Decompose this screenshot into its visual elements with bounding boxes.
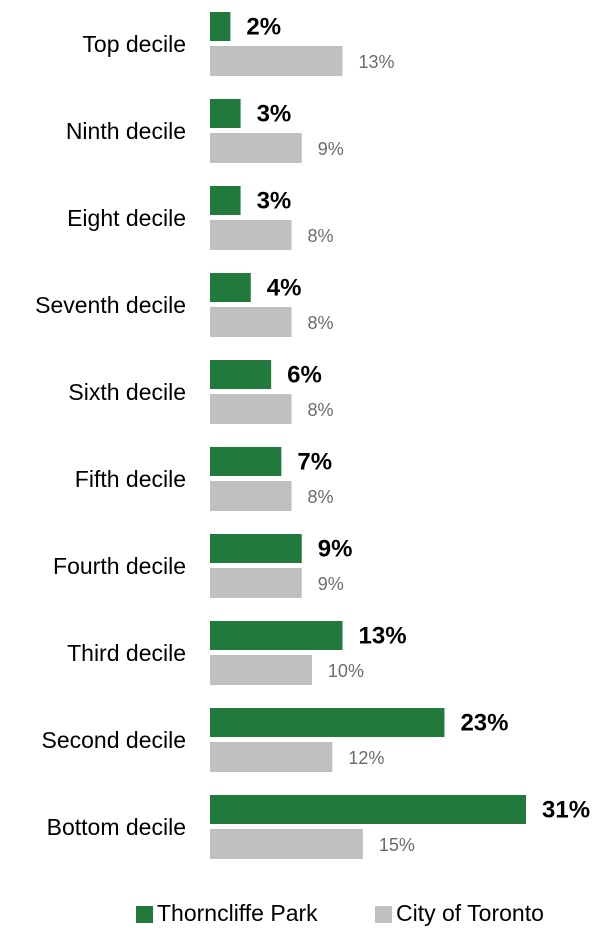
data-label-city-of-toronto: 13% bbox=[359, 52, 395, 72]
data-label-thorncliffe-park: 3% bbox=[257, 187, 292, 214]
category-label: Third decile bbox=[67, 640, 186, 666]
data-label-thorncliffe-park: 23% bbox=[460, 709, 508, 736]
data-label-thorncliffe-park: 9% bbox=[318, 535, 353, 562]
category-labels: Top decile Ninth decile Eight decile Sevent… bbox=[35, 31, 186, 840]
data-label-thorncliffe-park: 3% bbox=[257, 100, 292, 127]
category-label: Second decile bbox=[42, 727, 187, 753]
legend-label-thorncliffe-park: Thorncliffe Park bbox=[157, 900, 318, 926]
bar-city-of-toronto bbox=[210, 307, 292, 337]
category-label: Fifth decile bbox=[75, 466, 186, 492]
category-label: Eight decile bbox=[67, 205, 186, 231]
data-label-city-of-toronto: 10% bbox=[328, 661, 364, 681]
data-label-city-of-toronto: 9% bbox=[318, 574, 344, 594]
data-labels: 2% 13% 3% 9% 3% 8% 4% 8% 6% 8% 7% 8% 9% 9% 13% 10% 23% 12… bbox=[246, 13, 590, 854]
data-label-thorncliffe-park: 31% bbox=[542, 796, 590, 823]
bar-thorncliffe-park bbox=[210, 795, 526, 824]
data-label-city-of-toronto: 8% bbox=[308, 487, 334, 507]
data-label-city-of-toronto: 9% bbox=[318, 139, 344, 159]
bar-city-of-toronto bbox=[210, 133, 302, 163]
data-label-thorncliffe-park: 4% bbox=[267, 274, 302, 301]
bar-thorncliffe-park bbox=[210, 621, 343, 650]
category-label: Top decile bbox=[82, 31, 186, 57]
data-label-thorncliffe-park: 2% bbox=[246, 13, 281, 40]
bar-thorncliffe-park bbox=[210, 447, 282, 476]
data-label-thorncliffe-park: 7% bbox=[297, 448, 332, 475]
bar-city-of-toronto bbox=[210, 220, 292, 250]
bar-city-of-toronto bbox=[210, 655, 312, 685]
category-label: Sixth decile bbox=[68, 379, 186, 405]
bar-thorncliffe-park bbox=[210, 360, 272, 389]
bar-thorncliffe-park bbox=[210, 12, 231, 41]
bar-city-of-toronto bbox=[210, 742, 333, 772]
bar-thorncliffe-park bbox=[210, 99, 241, 128]
category-label: Seventh decile bbox=[35, 292, 186, 318]
bar-city-of-toronto bbox=[210, 46, 343, 76]
legend: Thorncliffe Park City of Toronto bbox=[136, 900, 544, 926]
bars bbox=[210, 12, 526, 859]
data-label-city-of-toronto: 8% bbox=[308, 313, 334, 333]
data-label-thorncliffe-park: 6% bbox=[287, 361, 322, 388]
category-label: Bottom decile bbox=[47, 814, 186, 840]
category-label: Fourth decile bbox=[53, 553, 186, 579]
bar-thorncliffe-park bbox=[210, 708, 445, 737]
data-label-city-of-toronto: 8% bbox=[308, 400, 334, 420]
bar-thorncliffe-park bbox=[210, 273, 251, 302]
legend-swatch-thorncliffe-park bbox=[136, 906, 153, 923]
data-label-city-of-toronto: 8% bbox=[308, 226, 334, 246]
data-label-city-of-toronto: 12% bbox=[348, 748, 384, 768]
legend-label-city-of-toronto: City of Toronto bbox=[396, 900, 544, 926]
bar-city-of-toronto bbox=[210, 829, 363, 859]
bar-city-of-toronto bbox=[210, 394, 292, 424]
bar-city-of-toronto bbox=[210, 568, 302, 598]
bar-city-of-toronto bbox=[210, 481, 292, 511]
data-label-thorncliffe-park: 13% bbox=[359, 622, 407, 649]
bar-thorncliffe-park bbox=[210, 186, 241, 215]
category-label: Ninth decile bbox=[66, 118, 186, 144]
bar-thorncliffe-park bbox=[210, 534, 302, 563]
legend-swatch-city-of-toronto bbox=[375, 906, 392, 923]
data-label-city-of-toronto: 15% bbox=[379, 835, 415, 855]
